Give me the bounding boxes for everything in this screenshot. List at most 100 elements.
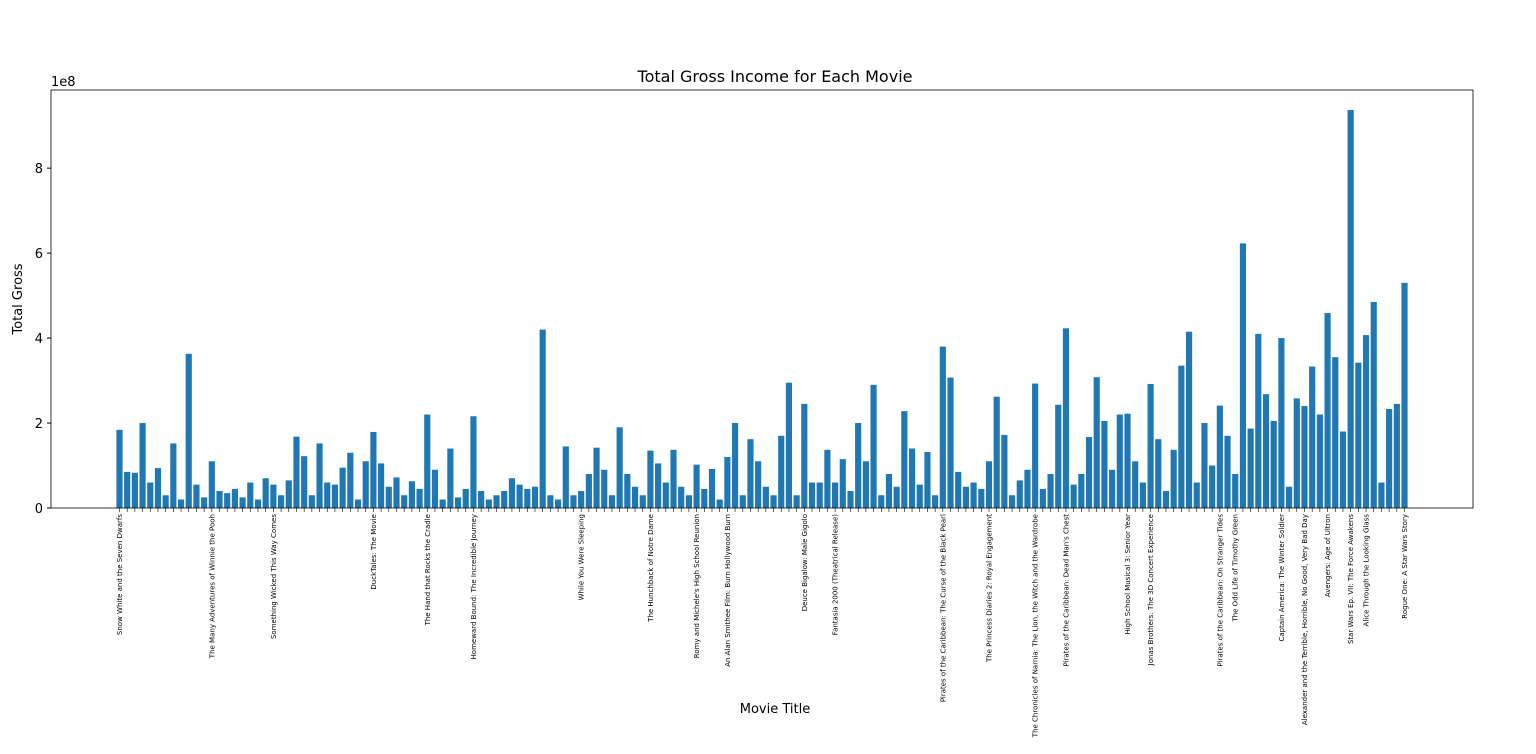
bar [516,484,523,508]
bar [870,384,877,508]
bar [201,497,208,508]
bar [385,486,392,508]
bar [1093,377,1100,508]
x-tick-label: High School Musical 3: Senior Year [1124,514,1132,635]
x-tick-label: Homeward Bound: The Incredible Journey [470,514,478,659]
bar [585,474,592,508]
x-tick-label: Pirates of the Caribbean: On Stranger Ti… [1216,514,1224,667]
bar [1247,428,1254,508]
x-tick-label: An Alan Smithee Film: Burn Hollywood Bur… [724,514,732,667]
bar [939,346,946,508]
bar [1378,482,1385,508]
bar [808,482,816,508]
bar [762,486,769,508]
bar [1047,474,1054,508]
bar [570,495,577,508]
bar [277,495,285,508]
bar [185,353,192,508]
bar [1055,404,1062,508]
bar [270,484,277,508]
bar [431,469,439,508]
bar [247,482,254,508]
bar [285,480,292,508]
bar [470,416,477,508]
bar [1185,331,1193,508]
bar [354,499,362,508]
bar [908,448,916,508]
bar [339,467,346,508]
bar [177,499,185,508]
bar [1101,420,1108,508]
bar [1124,413,1131,508]
bar [778,435,785,508]
x-tick-label: The Hunchback of Notre Dame [647,514,655,623]
y-axis-label: Total Gross [11,263,26,335]
bar [701,488,708,508]
y-tick-label: 4 [35,332,43,347]
bar [685,495,692,508]
bar [955,471,962,508]
bar [1309,366,1316,508]
bar [301,456,308,508]
bar [1024,469,1031,508]
bar [1201,423,1208,508]
bar [885,474,893,508]
bar [1278,338,1285,508]
bar [1401,282,1408,508]
bar [370,431,377,508]
bar [439,499,446,508]
bar [893,486,900,508]
bar [378,463,385,508]
bar [1301,406,1308,508]
bar [562,446,569,508]
bar [316,443,323,508]
bar [1132,461,1139,508]
bar [478,491,485,508]
bar [793,495,800,508]
bar [154,468,162,508]
bar [393,477,400,508]
bar [324,482,331,508]
bar [839,459,846,508]
bar [1139,482,1146,508]
x-tick-label: The Princess Diaries 2: Royal Engagement [985,514,993,663]
bar [855,423,862,508]
bar [331,484,339,508]
bar [593,447,600,508]
bar [601,469,608,508]
bar [116,429,123,508]
bar [801,403,808,508]
bar [524,488,531,508]
bar [539,329,546,508]
y-tick-label: 8 [35,162,43,177]
bar [193,484,200,508]
y-tick-label: 2 [35,417,43,432]
bar [408,481,415,508]
bar [293,436,300,508]
x-tick-label: Pirates of the Caribbean: Dead Man's Che… [1062,514,1070,667]
x-tick-label: Fantasia 2000 (Theatrical Release) [832,514,840,636]
bar [1209,465,1216,508]
bar [501,491,508,508]
bar [1355,362,1362,508]
bar [493,495,500,508]
bar [1370,301,1377,508]
bar [308,495,315,508]
bar [508,478,515,508]
bar [224,493,231,508]
bar [985,461,993,508]
bar [1001,434,1008,508]
bar [578,491,585,508]
bar [1224,435,1231,508]
bar [1255,333,1262,508]
bar [401,495,408,508]
bar [1039,488,1046,508]
x-tick-label: Star Wars Ep. VII: The Force Awakens [1347,514,1355,644]
bar [1078,474,1085,508]
bar [1170,449,1177,508]
bar [978,488,985,508]
bar [1109,469,1116,508]
x-tick-label: Snow White and the Seven Dwarfs [116,514,124,635]
bar [1262,394,1270,508]
